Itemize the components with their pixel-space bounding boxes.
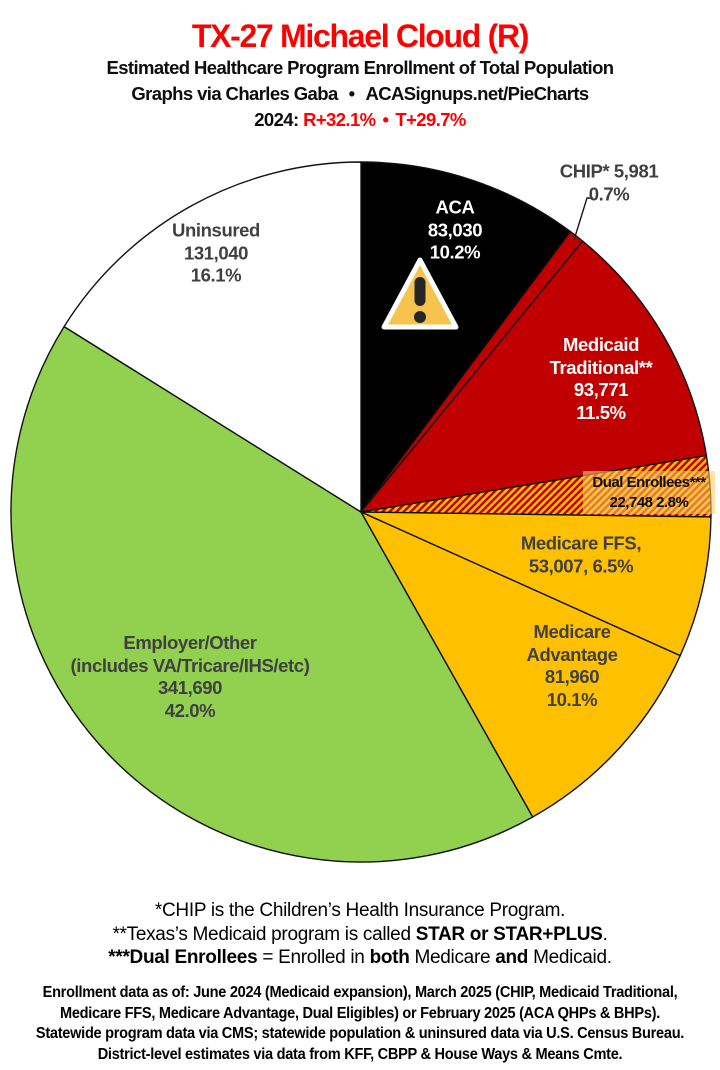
footnotes: *CHIP is the Children’s Health Insurance… [0, 899, 720, 970]
bullet-separator-red: • [382, 109, 389, 130]
subtitle: Estimated Healthcare Program Enrollment … [106, 57, 614, 78]
label-advantage-name1: Medicare [533, 621, 611, 642]
footnote-dual-bold2: both [369, 947, 410, 968]
label-uninsured-value: 131,040 [183, 241, 249, 263]
label-medicaid: Medicaid Traditional** 93,771 11.5% [550, 334, 653, 424]
label-employer-pct: 42.0% [164, 699, 216, 721]
bullet-separator: • [348, 83, 355, 104]
label-dual-name: Dual Enrollees*** [592, 474, 706, 491]
label-aca: ACA 83,030 10.2% [427, 196, 483, 264]
label-medicare-ffs: Medicare FFS, 53,007, 6.5% [520, 532, 642, 578]
pie-slice-uninsured [63, 161, 362, 513]
label-ffs-name: Medicare FFS, [520, 532, 642, 554]
footnote-dual-mid1: = Enrolled in [257, 947, 370, 968]
footnote-dual-bold3: and [495, 947, 529, 968]
pie-slice-aca [360, 161, 572, 513]
label-medicaid-name1: Medicaid [563, 334, 639, 355]
label-aca-name: ACA [435, 196, 475, 218]
t-margin: T+29.7% [395, 109, 466, 130]
footnote-dual: ***Dual Enrollees = Enrolled in both Med… [0, 946, 720, 970]
label-chip-pct: 0.7% [588, 183, 630, 204]
footnote-dual-post: Medicaid. [528, 947, 612, 968]
label-employer-value: 341,690 [157, 677, 223, 698]
label-advantage-name2: Advantage [526, 643, 618, 665]
source-line-2: Medicare FFS, Medicare Advantage, Dual E… [59, 1004, 661, 1022]
credit-text: Graphs via Charles Gaba [131, 83, 338, 104]
warning-icon [381, 257, 459, 330]
header: TX-27 Michael Cloud (R) Estimated Health… [0, 0, 720, 133]
site-text: ACASignups.net/PieCharts [365, 83, 590, 104]
year-label: 2024: [254, 109, 299, 130]
footnote-medicaid-bold: STAR or STAR+PLUS [415, 923, 603, 945]
label-advantage-value: 81,960 [544, 666, 600, 687]
label-aca-pct: 10.2% [429, 241, 481, 263]
label-medicaid-pct: 11.5% [576, 401, 626, 423]
source-notes: Enrollment data as of: June 2024 (Medica… [22, 983, 699, 1065]
credit-line: Graphs via Charles Gaba • ACASignups.net/P… [0, 81, 720, 107]
pie-slice-ffs [360, 511, 712, 657]
label-uninsured-pct: 16.1% [190, 264, 242, 286]
page-title: TX-27 Michael Cloud (R) [191, 18, 530, 54]
pie-slices [10, 161, 712, 863]
footnote-medicaid-post: . [602, 923, 608, 945]
footnote-dual-bold1: ***Dual Enrollees [108, 947, 258, 968]
label-chip: CHIP* 5,981 0.7% [559, 160, 659, 206]
label-uninsured: Uninsured 131,040 16.1% [172, 219, 260, 287]
footnote-medicaid-pre: **Texas’s Medicaid program is called [112, 923, 416, 945]
pie-slice-medicaid [360, 240, 708, 513]
label-medicare-advantage: Medicare Advantage 81,960 10.1% [527, 621, 618, 711]
source-line-1: Enrollment data as of: June 2024 (Medica… [42, 984, 678, 1001]
label-chip-name: CHIP* 5,981 [559, 160, 659, 182]
label-employer-name1: Employer/Other [123, 632, 257, 653]
footnote-medicaid: **Texas’s Medicaid program is called STA… [0, 923, 720, 947]
label-dual-value: 22,748 2.8% [609, 494, 689, 511]
label-uninsured-name: Uninsured [172, 219, 260, 241]
label-aca-value: 83,030 [427, 218, 483, 240]
label-medicaid-name2: Traditional** [549, 356, 653, 378]
source-line-4: District-level estimates via data from K… [97, 1045, 623, 1063]
pie-slice-advantage [360, 511, 681, 818]
label-medicaid-value: 93,771 [573, 379, 629, 400]
partisan-lean-line: 2024: R+32.1% • T+29.7% [0, 107, 720, 133]
footnote-chip: *CHIP is the Children’s Health Insurance… [154, 900, 566, 921]
label-ffs-value: 53,007, 6.5% [528, 555, 634, 576]
label-dual-enrollees: Dual Enrollees*** 22,748 2.8% [583, 471, 715, 514]
r-margin: R+32.1% [303, 109, 376, 130]
pie-chart [10, 161, 712, 863]
source-line-3: Statewide program data via CMS; statewid… [35, 1025, 685, 1042]
chip-leader-line [573, 197, 593, 241]
label-advantage-pct: 10.1% [546, 688, 598, 710]
label-employer-name2: (includes VA/Tricare/IHS/etc) [70, 654, 310, 676]
pie-slice-employer [10, 325, 534, 863]
label-employer: Employer/Other (includes VA/Tricare/IHS/… [71, 632, 310, 722]
footnote-dual-mid2: Medicare [409, 947, 496, 968]
